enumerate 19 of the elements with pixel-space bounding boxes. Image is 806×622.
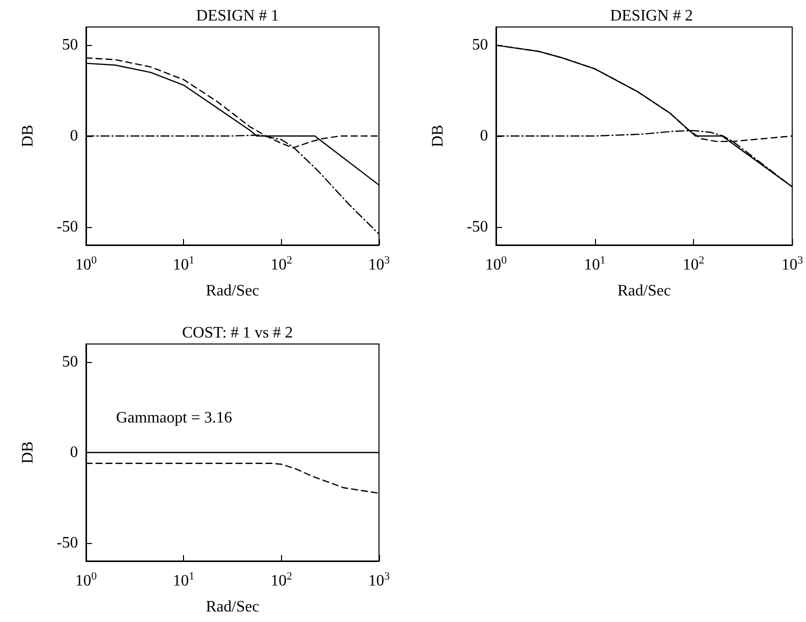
chart-title: DESIGN # 2 xyxy=(610,8,693,24)
y-tick-label: -50 xyxy=(56,218,78,236)
y-tick-label: 50 xyxy=(62,354,78,371)
x-axis-title: Rad/Sec xyxy=(206,282,260,300)
y-axis-title: DB xyxy=(20,441,36,464)
y-axis-title: DB xyxy=(20,124,36,148)
y-axis-title: DB xyxy=(430,124,446,148)
y-tick-label: -50 xyxy=(466,218,488,236)
chart-title: DESIGN # 1 xyxy=(196,8,279,24)
y-tick-label: 0 xyxy=(70,444,78,461)
y-tick-label: -50 xyxy=(56,534,78,552)
y-tick-label: 50 xyxy=(472,36,488,54)
x-axis-title: Rad/Sec xyxy=(617,282,671,300)
chart-title: COST: # 1 vs # 2 xyxy=(182,324,293,342)
y-tick-label: 0 xyxy=(480,128,488,144)
x-axis-title: Rad/Sec xyxy=(206,598,260,616)
annotation: Gammaopt = 3.16 xyxy=(116,410,232,426)
y-tick-label: 50 xyxy=(62,36,78,54)
y-tick-label: 0 xyxy=(70,128,78,144)
